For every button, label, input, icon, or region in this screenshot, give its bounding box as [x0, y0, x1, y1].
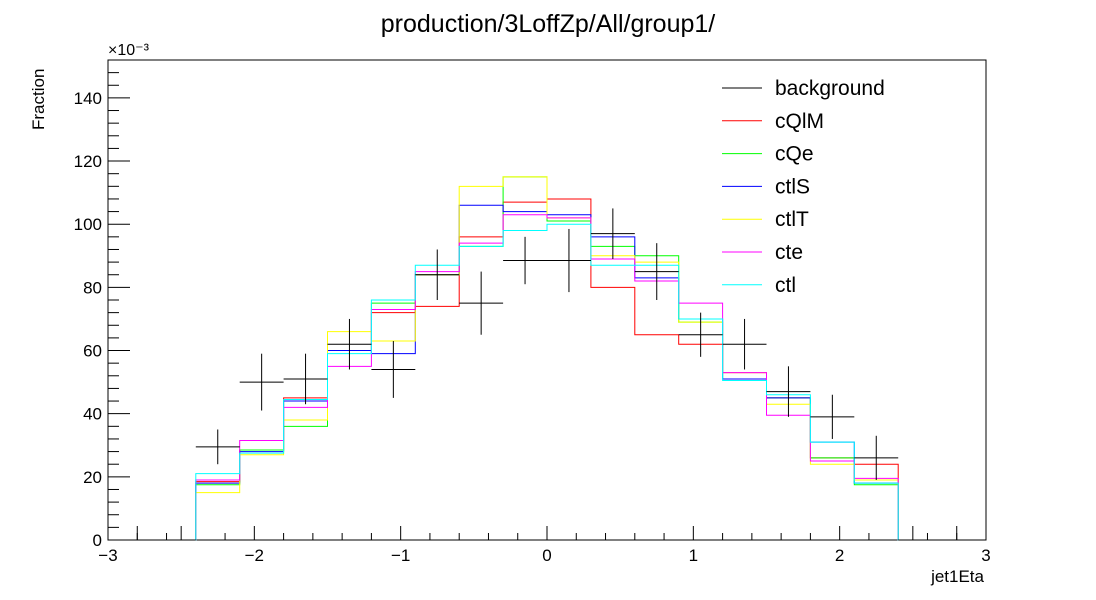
background-point: [810, 394, 855, 439]
chart-title: production/3LoffZp/All/group1/: [381, 10, 716, 38]
background-point: [108, 526, 167, 541]
legend-label-cte: cte: [775, 241, 803, 264]
background-point: [678, 312, 723, 357]
x-tick-label: −2: [245, 546, 264, 565]
background-point: [590, 208, 635, 259]
background-point: [459, 271, 504, 335]
series-ctl: [108, 223, 986, 541]
background-point: [503, 236, 547, 285]
y-tick-label: 140: [74, 89, 102, 108]
background-point: [927, 526, 986, 541]
x-tick-label: −3: [98, 546, 117, 565]
legend-label-ctlT: ctlT: [775, 208, 809, 231]
background-point: [854, 435, 899, 480]
x-tick-label: 1: [689, 546, 698, 565]
series-ctlT: [108, 176, 986, 541]
y-tick-label: 20: [83, 468, 102, 487]
x-tick-label: −1: [391, 546, 410, 565]
legend-label-ctlS: ctlS: [775, 175, 810, 198]
background-point: [166, 526, 196, 541]
legend-label-ctl: ctl: [775, 274, 796, 297]
y-tick-label: 0: [93, 531, 102, 550]
series-layer: [108, 176, 986, 541]
legend-label-cQe: cQe: [775, 143, 814, 166]
legend-label-background: background: [775, 77, 885, 100]
y-tick-label: 120: [74, 152, 102, 171]
y-tick-label: 100: [74, 215, 102, 234]
background-point: [547, 228, 591, 293]
background-point: [415, 249, 460, 300]
x-axis-label: jet1Eta: [930, 567, 984, 586]
y-tick-label: 60: [83, 342, 102, 361]
background-point: [722, 318, 767, 370]
axis-ticks: −3 −2 −1 0 1 2 3 0 20 40 60 80 100 120 140: [74, 59, 991, 565]
background-point: [898, 526, 928, 541]
y-axis-exponent: ×10⁻³: [108, 42, 150, 59]
x-tick-label: 2: [835, 546, 844, 565]
y-tick-label: 80: [83, 278, 102, 297]
x-tick-label: 0: [542, 546, 551, 565]
background-point: [371, 341, 416, 398]
background-point: [283, 353, 328, 405]
background-point: [634, 243, 679, 300]
background-point: [239, 353, 284, 411]
legend-label-cQlM: cQlM: [775, 110, 824, 133]
legend: background cQlM cQe ctlS ctlT cte ctl: [722, 77, 885, 297]
background-point: [327, 318, 372, 370]
y-axis-label: Fraction: [29, 69, 48, 130]
y-tick-label: 40: [83, 405, 102, 424]
background-point: [766, 366, 811, 417]
x-tick-label: 3: [981, 546, 990, 565]
background-point: [195, 429, 240, 465]
